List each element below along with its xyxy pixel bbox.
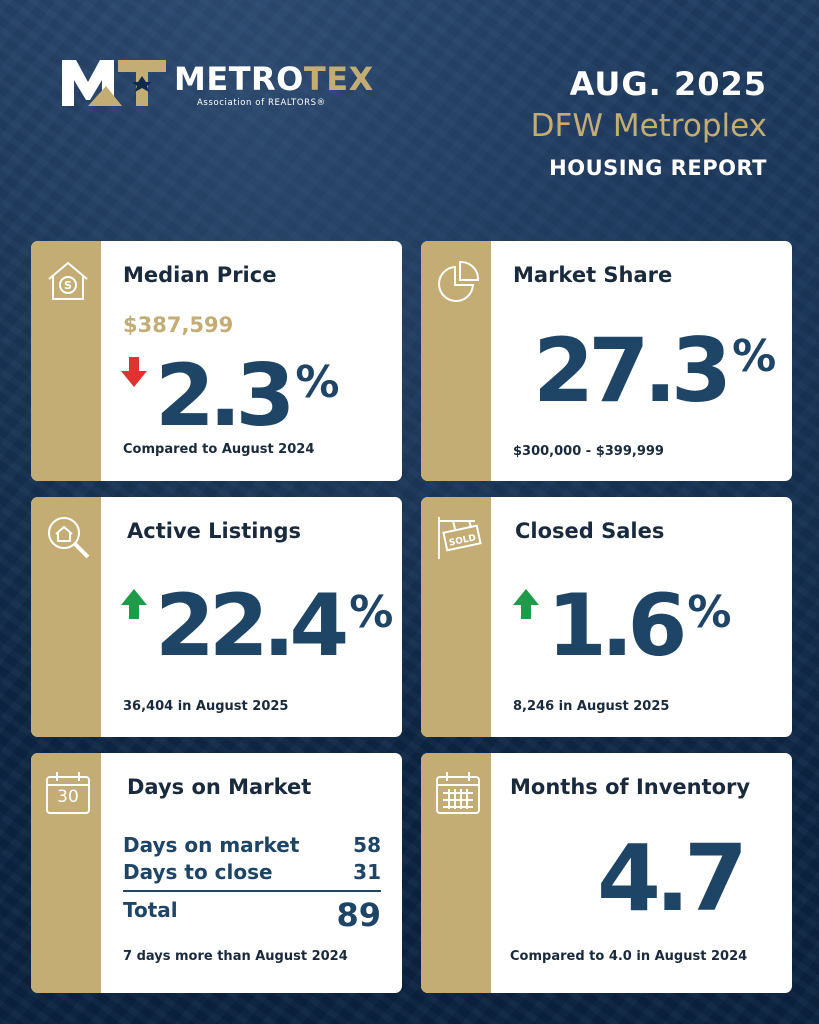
arrow-down-icon — [121, 357, 147, 387]
months-of-inventory-card: Months of Inventory 4.7 Compared to 4.0 … — [421, 753, 792, 993]
days-on-market-card: 30 Days on Market Days on market 58 Days … — [31, 753, 402, 993]
card-footnote: $300,000 - $399,999 — [513, 444, 664, 459]
house-search-icon — [48, 517, 90, 559]
total-divider — [123, 890, 381, 892]
days-to-close-row: Days to close 31 — [123, 860, 381, 884]
median-price-change: 2.3% — [155, 346, 339, 446]
card-footnote: 8,246 in August 2025 — [513, 699, 670, 714]
card-title: Active Listings — [127, 519, 301, 543]
logo-subtitle: Association of REALTORS® — [197, 98, 326, 108]
svg-text:S: S — [64, 279, 72, 292]
report-title: HOUSING REPORT — [549, 156, 767, 180]
card-strip — [31, 497, 101, 737]
market-share-card: Market Share 27.3% $300,000 - $399,999 — [421, 241, 792, 481]
calendar-grid-icon — [436, 772, 480, 814]
card-footnote: 36,404 in August 2025 — [123, 699, 289, 714]
card-strip — [31, 241, 101, 481]
metrotex-logo: METROTEX Association of REALTORS® — [62, 56, 392, 112]
sold-sign-icon: SOLD — [438, 517, 482, 559]
arrow-up-icon — [513, 589, 539, 619]
calendar-30-icon — [46, 772, 90, 814]
total-row: Total 89 — [123, 896, 381, 934]
closed-sales-card: SOLD Closed Sales 1.6% 8,246 in August 2… — [421, 497, 792, 737]
report-region: DFW Metroplex — [530, 108, 767, 144]
house-dollar-icon: S — [48, 261, 88, 300]
active-listings-card: Active Listings 22.4% 36,404 in August 2… — [31, 497, 402, 737]
logo-wordmark: METROTEX — [174, 60, 374, 98]
logo-mark-icon — [62, 60, 166, 106]
card-footnote: 7 days more than August 2024 — [123, 949, 348, 964]
closed-sales-change: 1.6% — [547, 576, 731, 676]
report-header: AUG. 2025 DFW Metroplex HOUSING REPORT — [531, 64, 767, 188]
days-on-market-row: Days on market 58 — [123, 833, 381, 857]
card-title: Market Share — [513, 263, 673, 287]
card-title: Months of Inventory — [510, 775, 751, 799]
card-title: Days on Market — [127, 775, 312, 799]
card-title: Closed Sales — [515, 519, 665, 543]
median-price-value: $387,599 — [123, 313, 234, 337]
card-title: Median Price — [123, 263, 277, 287]
median-price-card: S Median Price $387,599 2.3% Compared to… — [31, 241, 402, 481]
calendar-number: 30 — [57, 787, 79, 807]
months-inventory-value: 4.7 — [597, 825, 748, 932]
arrow-up-icon — [121, 589, 147, 619]
active-listings-change: 22.4% — [155, 576, 393, 676]
report-date: AUG. 2025 — [569, 65, 767, 103]
card-footnote: Compared to August 2024 — [123, 442, 315, 457]
market-share-value: 27.3% — [533, 319, 776, 422]
pie-chart-icon — [438, 260, 480, 302]
card-footnote: Compared to 4.0 in August 2024 — [510, 949, 748, 964]
